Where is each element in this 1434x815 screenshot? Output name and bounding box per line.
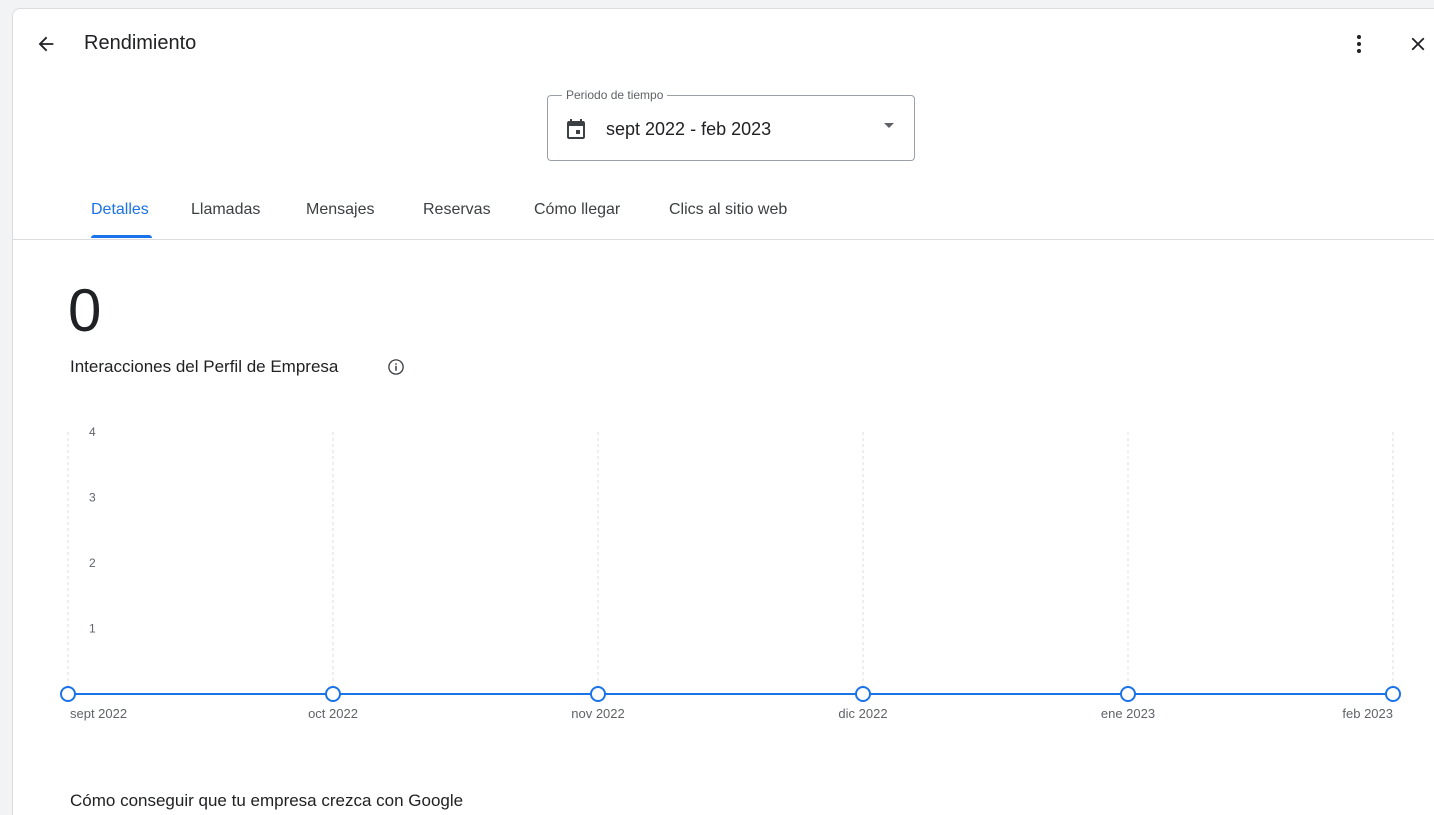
arrow-back-icon <box>38 36 54 52</box>
chart-data-point[interactable] <box>590 686 606 702</box>
time-period-label: Periodo de tiempo <box>562 87 668 103</box>
tab-llamadas[interactable]: Llamadas <box>191 201 261 218</box>
chart-data-point[interactable] <box>1385 686 1401 702</box>
close-button[interactable] <box>1402 28 1434 60</box>
back-button[interactable] <box>30 28 62 60</box>
metric-value: 0 <box>68 277 102 344</box>
more-vert-icon <box>1357 35 1361 53</box>
more-options-button[interactable] <box>1343 28 1375 60</box>
performance-panel <box>12 8 1434 815</box>
time-period-select[interactable]: Periodo de tiempo sept 2022 - feb 2023 <box>547 87 915 161</box>
close-icon <box>1411 37 1425 51</box>
chart-data-point[interactable] <box>60 686 76 702</box>
tabs-divider <box>12 239 1434 240</box>
info-icon[interactable] <box>387 358 405 376</box>
metric-label: Interacciones del Perfil de Empresa <box>70 357 339 376</box>
tab-mensajes[interactable]: Mensajes <box>306 201 375 218</box>
tab-como-llegar[interactable]: Cómo llegar <box>534 201 621 218</box>
tab-bar: Detalles Llamadas Mensajes Reservas Cómo… <box>0 188 1434 240</box>
time-period-value: sept 2022 - feb 2023 <box>606 119 772 139</box>
page-title: Rendimiento <box>84 32 197 54</box>
section-heading: Cómo conseguir que tu empresa crezca con… <box>70 791 464 810</box>
tab-reservas[interactable]: Reservas <box>423 201 491 218</box>
chart-data-point[interactable] <box>1120 686 1136 702</box>
calendar-icon <box>567 119 585 139</box>
active-tab-indicator <box>91 235 152 238</box>
tab-detalles[interactable]: Detalles <box>91 201 149 218</box>
tab-clics-sitio-web[interactable]: Clics al sitio web <box>669 201 788 218</box>
chart-data-point[interactable] <box>855 686 871 702</box>
chart-data-point[interactable] <box>325 686 341 702</box>
dropdown-arrow-icon <box>884 123 894 128</box>
